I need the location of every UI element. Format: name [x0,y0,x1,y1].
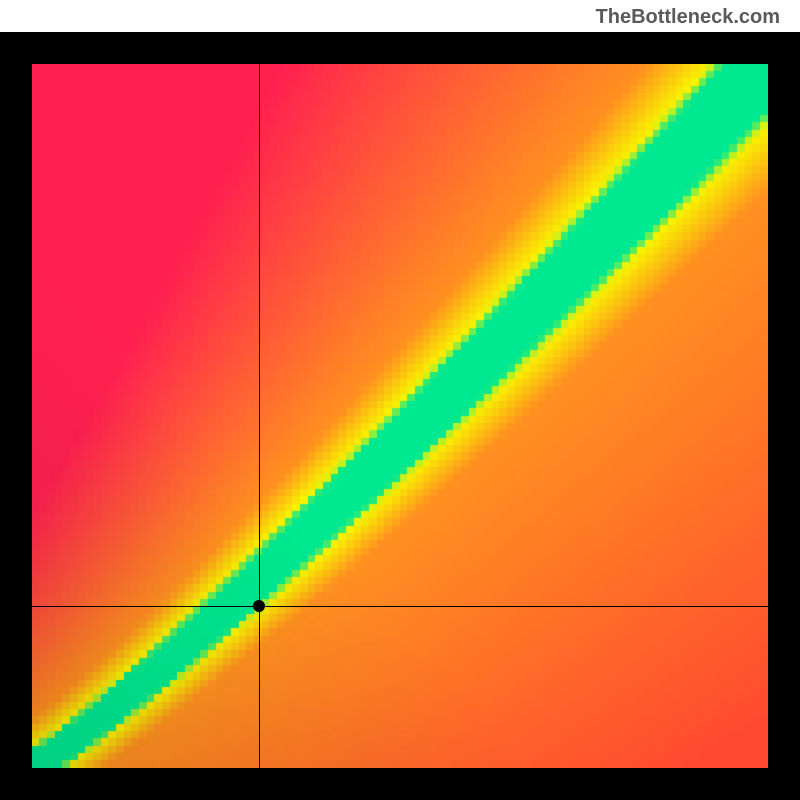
frame-top [0,32,800,64]
frame-right [768,32,800,800]
chart-container: TheBottleneck.com [0,0,800,800]
data-point [253,600,265,612]
watermark-text: TheBottleneck.com [596,6,780,29]
heatmap-canvas [32,64,768,768]
crosshair-vertical [259,64,260,768]
frame-bottom [0,768,800,800]
crosshair-horizontal [32,606,768,607]
frame-left [0,32,32,800]
